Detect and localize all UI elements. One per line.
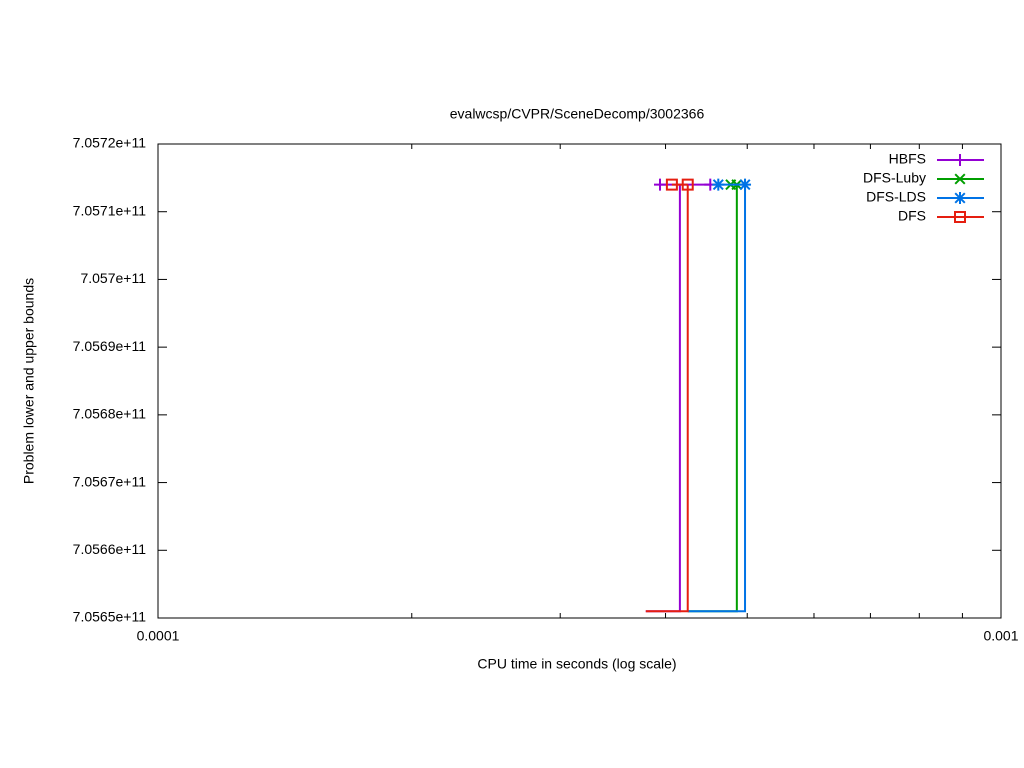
legend-label: DFS-Luby xyxy=(863,170,926,186)
lower-bound-line xyxy=(645,184,689,613)
marker-stroke xyxy=(954,192,966,204)
marker xyxy=(681,178,694,191)
legend-label: DFS-LDS xyxy=(866,189,926,205)
marker xyxy=(954,211,966,223)
x-tick-label: 0.0001 xyxy=(137,628,180,644)
lower-bound-line xyxy=(687,184,747,613)
y-axis-label: Problem lower and upper bounds xyxy=(21,278,37,484)
legend-label: HBFS xyxy=(889,151,926,167)
marker xyxy=(739,178,752,191)
x-tick-label: 0.001 xyxy=(983,628,1018,644)
y-tick-label: 7.0569e+11 xyxy=(73,338,147,354)
marker-stroke xyxy=(739,179,751,191)
chart-title: evalwcsp/CVPR/SceneDecomp/3002366 xyxy=(450,106,705,122)
y-tick-label: 7.057e+11 xyxy=(80,270,146,286)
marker-stroke xyxy=(712,179,724,191)
y-tick-label: 7.0567e+11 xyxy=(73,473,147,489)
marker xyxy=(954,154,966,166)
y-tick-label: 7.0565e+11 xyxy=(73,609,147,625)
legend-label: DFS xyxy=(898,208,926,224)
marker xyxy=(665,178,678,191)
marker xyxy=(954,173,966,185)
y-tick-label: 7.0572e+11 xyxy=(73,135,147,151)
y-tick-label: 7.0571e+11 xyxy=(73,202,147,218)
marker xyxy=(954,192,966,204)
y-tick-label: 7.0568e+11 xyxy=(73,406,147,422)
y-tick-label: 7.0566e+11 xyxy=(73,541,147,557)
marker-stroke xyxy=(665,178,678,191)
x-axis-label: CPU time in seconds (log scale) xyxy=(477,656,676,672)
plot-frame xyxy=(157,143,1002,619)
marker-stroke xyxy=(954,173,966,185)
marker xyxy=(654,178,667,191)
marker-stroke xyxy=(681,178,694,191)
marker-stroke xyxy=(954,211,966,223)
marker xyxy=(712,178,725,191)
